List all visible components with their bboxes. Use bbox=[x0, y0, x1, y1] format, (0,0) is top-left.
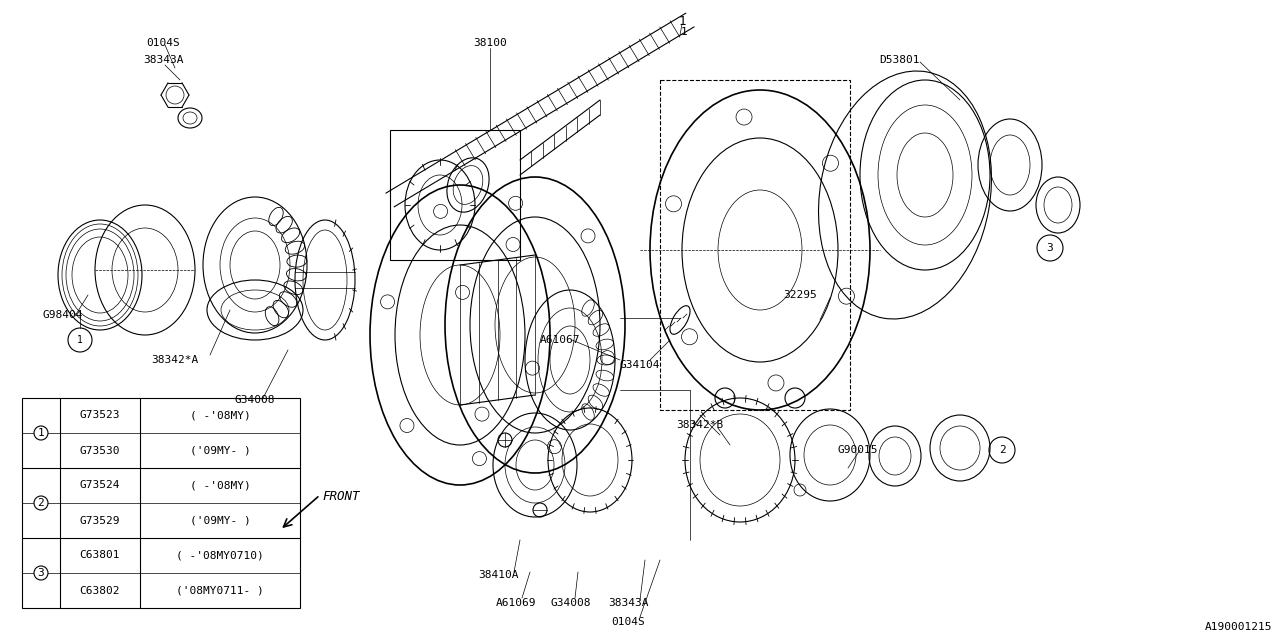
Text: G34104: G34104 bbox=[620, 360, 660, 370]
Text: G34008: G34008 bbox=[234, 395, 275, 405]
Text: G34008: G34008 bbox=[550, 598, 591, 608]
Text: D53801: D53801 bbox=[879, 55, 920, 65]
Text: 1: 1 bbox=[37, 428, 45, 438]
Text: 2: 2 bbox=[37, 498, 45, 508]
Text: A61069: A61069 bbox=[495, 598, 536, 608]
Text: 38342*A: 38342*A bbox=[151, 355, 198, 365]
Text: ( -'08MY0710): ( -'08MY0710) bbox=[177, 550, 264, 561]
Text: 3: 3 bbox=[37, 568, 45, 578]
Text: G90015: G90015 bbox=[837, 445, 878, 455]
Text: 3: 3 bbox=[1047, 243, 1053, 253]
Text: 38343A: 38343A bbox=[143, 55, 183, 65]
Text: ('09MY- ): ('09MY- ) bbox=[189, 515, 251, 525]
Bar bbox=[660, 80, 850, 410]
Text: 38100: 38100 bbox=[474, 38, 507, 48]
Text: G73529: G73529 bbox=[79, 515, 120, 525]
Text: FRONT: FRONT bbox=[323, 490, 360, 503]
Text: ('08MY0711- ): ('08MY0711- ) bbox=[177, 586, 264, 595]
Text: 32295: 32295 bbox=[783, 290, 817, 300]
Text: 2: 2 bbox=[998, 445, 1005, 455]
Text: G73524: G73524 bbox=[79, 481, 120, 490]
Text: C63801: C63801 bbox=[79, 550, 120, 561]
Text: A61067: A61067 bbox=[540, 335, 580, 345]
Text: ( -'08MY): ( -'08MY) bbox=[189, 481, 251, 490]
Text: ( -'08MY): ( -'08MY) bbox=[189, 410, 251, 420]
Text: C63802: C63802 bbox=[79, 586, 120, 595]
Text: G98404: G98404 bbox=[42, 310, 83, 320]
Text: 1: 1 bbox=[678, 15, 686, 28]
Text: 38343A: 38343A bbox=[608, 598, 648, 608]
Bar bbox=[22, 398, 300, 608]
Text: G73530: G73530 bbox=[79, 445, 120, 456]
Text: 0104S: 0104S bbox=[611, 617, 645, 627]
Text: 1: 1 bbox=[681, 27, 687, 37]
Text: G73523: G73523 bbox=[79, 410, 120, 420]
Text: 0104S: 0104S bbox=[146, 38, 180, 48]
Text: 38342*B: 38342*B bbox=[676, 420, 723, 430]
Text: 1: 1 bbox=[77, 335, 83, 345]
Text: A190001215: A190001215 bbox=[1204, 622, 1272, 632]
Bar bbox=[390, 130, 520, 260]
Text: 38410A: 38410A bbox=[477, 570, 518, 580]
Text: ('09MY- ): ('09MY- ) bbox=[189, 445, 251, 456]
